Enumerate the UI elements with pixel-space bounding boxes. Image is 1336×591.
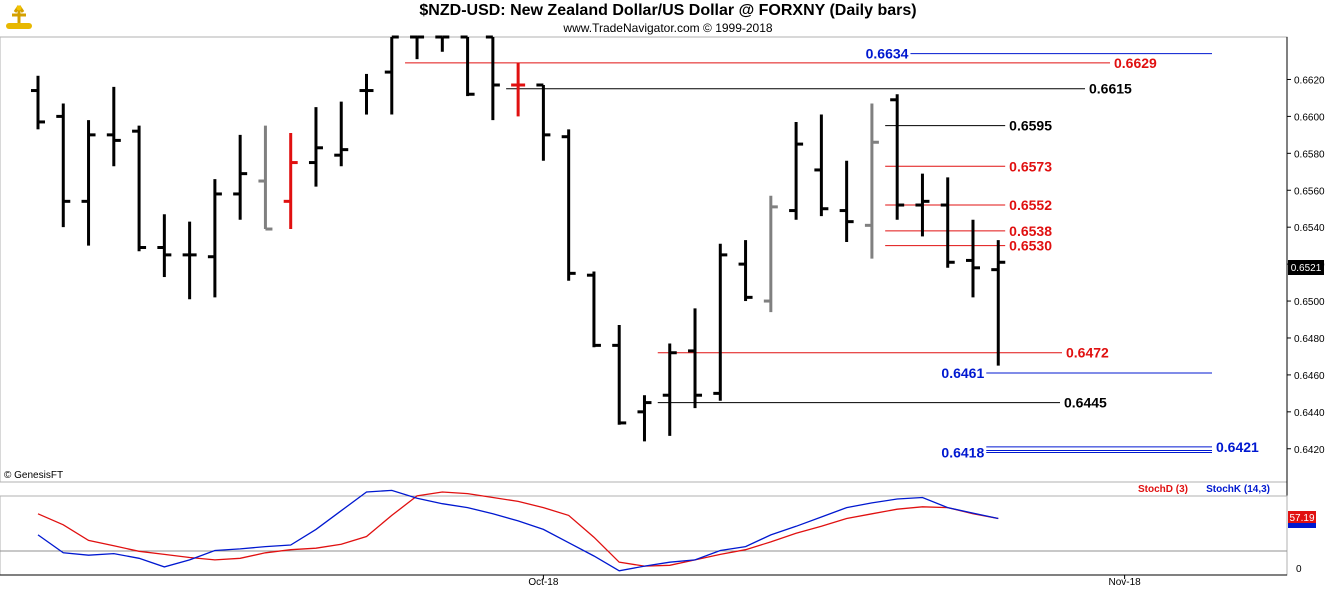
price-level-label: 0.6445: [1064, 395, 1107, 411]
price-level-label: 0.6418: [941, 444, 984, 460]
price-level-label: 0.6421: [1216, 439, 1259, 455]
price-level-label: 0.6595: [1009, 118, 1052, 134]
y-tick-label: 0.6500: [1294, 297, 1325, 308]
stochd-line: [37, 491, 999, 567]
price-level-label: 0.6634: [866, 46, 909, 62]
x-tick-label: Nov-18: [1108, 577, 1141, 588]
price-level-label: 0.6461: [941, 365, 984, 381]
last-price-box: [1288, 260, 1324, 275]
stochk-line: [37, 489, 999, 572]
y-tick-label: 0.6540: [1294, 223, 1325, 234]
y-tick-label: 0.6620: [1294, 75, 1325, 86]
stoch-panel-frame: [0, 495, 1288, 576]
price-level-label: 0.6538: [1009, 223, 1052, 239]
chart-subtitle: www.TradeNavigator.com © 1999-2018: [563, 21, 773, 35]
stochastic-lines: [37, 489, 999, 572]
chart-title: $NZD-USD: New Zealand Dollar/US Dollar @…: [419, 2, 917, 19]
last-price-label: 0.6521: [1291, 263, 1322, 274]
price-level-label: 0.6573: [1009, 158, 1052, 174]
y-tick-label: 0.6420: [1294, 445, 1325, 456]
legend-stochd: StochD (3): [1138, 484, 1188, 495]
y-tick-label: 0.6560: [1294, 186, 1325, 197]
legend-stochk: StochK (14,3): [1206, 484, 1270, 495]
y-axis-ticks: 0.66200.66000.65800.65600.65400.65200.65…: [1287, 75, 1325, 456]
ohlc-bars: [31, 35, 1006, 442]
y-tick-label: 0.6460: [1294, 371, 1325, 382]
x-tick-label: Oct-18: [528, 577, 558, 588]
stoch-last-box-blue: [1288, 523, 1316, 528]
stoch-last-box: [1288, 511, 1316, 523]
x-axis-labels: Oct-18 Nov-18: [528, 575, 1141, 588]
price-level-label: 0.6472: [1066, 345, 1109, 361]
price-level-label: 0.6530: [1009, 238, 1052, 254]
y-tick-label: 0.6440: [1294, 408, 1325, 419]
y-tick-label: 0.6580: [1294, 149, 1325, 160]
stoch-last-label: 57.19: [1289, 513, 1314, 524]
stoch-y-tick-0: 0: [1296, 564, 1302, 575]
price-levels: 0.6634 0.6629 0.6615 0.6595 0.6573 0.6552 0.65…: [405, 46, 1259, 460]
y-tick-label: 0.6600: [1294, 112, 1325, 123]
price-level-label: 0.6552: [1009, 197, 1052, 213]
price-level-label: 0.6615: [1089, 81, 1132, 97]
price-level-label: 0.6629: [1114, 55, 1157, 71]
trading-logo-icon: [6, 5, 32, 29]
copyright-note: © GenesisFT: [4, 470, 63, 481]
y-tick-label: 0.6480: [1294, 334, 1325, 345]
